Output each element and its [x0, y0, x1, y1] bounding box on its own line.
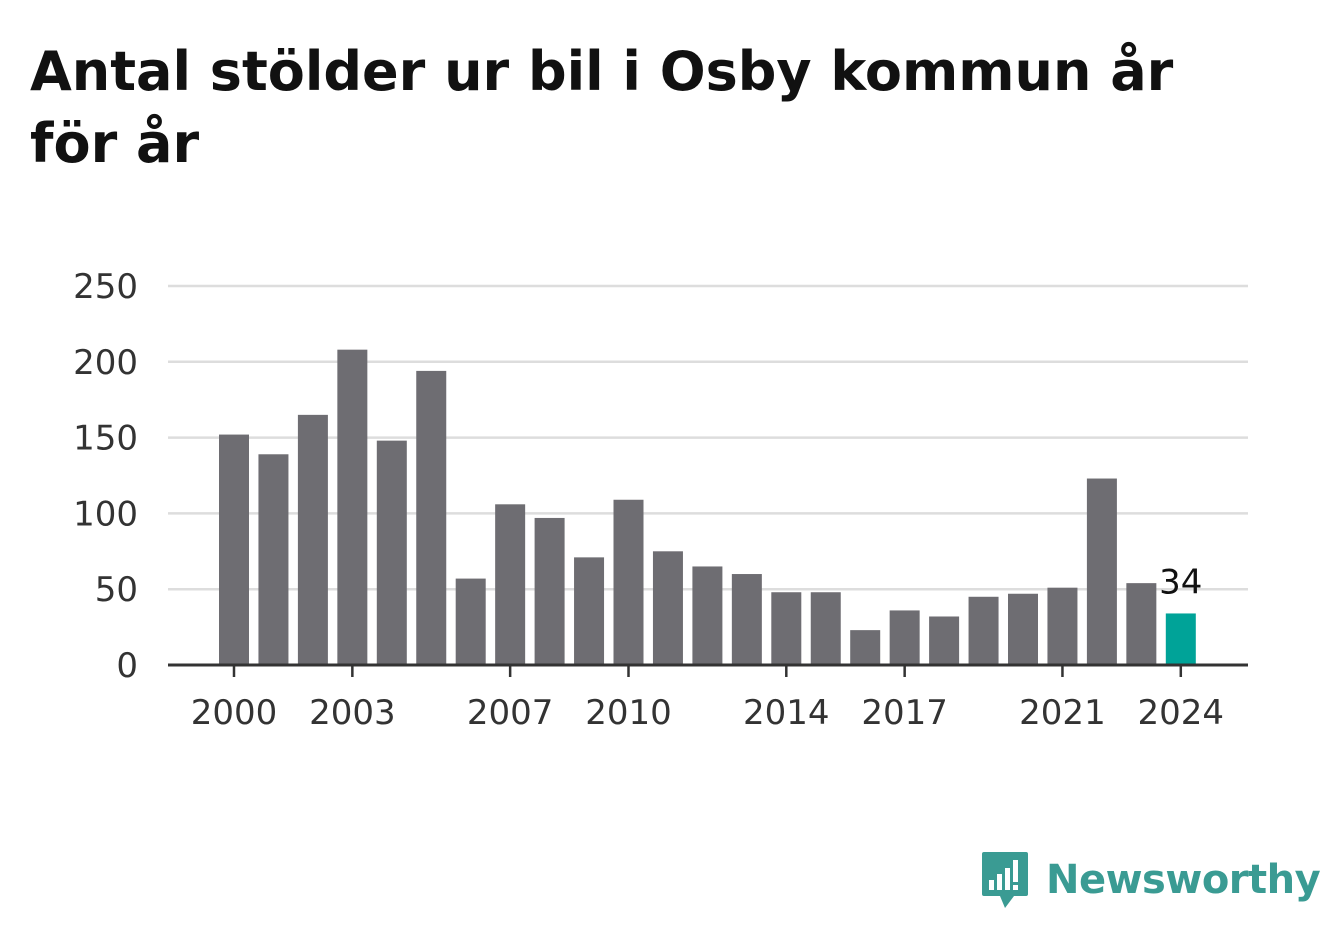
bar-2017 [889, 610, 920, 665]
bar-2002 [297, 414, 328, 665]
bar-2014 [771, 592, 802, 665]
x-tick-label: 2014 [743, 693, 830, 733]
bar-2022 [1086, 478, 1117, 665]
bar-2006 [455, 578, 486, 665]
bar-2010 [613, 499, 644, 665]
bar-2013 [731, 574, 762, 665]
bar-2016 [850, 630, 881, 665]
bar-2008 [534, 517, 565, 665]
data-label-highlight: 34 [1159, 562, 1202, 602]
y-tick-label: 50 [95, 570, 138, 610]
chart-title: Antal stölder ur bil i Osby kommun år fö… [30, 40, 1174, 175]
bar-2012 [692, 566, 723, 665]
newsworthy-logo-icon [982, 852, 1028, 908]
y-tick-label: 0 [116, 646, 138, 686]
y-tick-label: 100 [73, 494, 138, 534]
y-axis: 0 50 100 150 200 250 [73, 267, 138, 686]
x-tick-label: 2021 [1019, 693, 1106, 733]
brand-name: Newsworthy [1046, 857, 1321, 903]
bars [219, 349, 1196, 665]
x-tick-label: 2017 [861, 693, 948, 733]
bar-2009 [574, 557, 605, 665]
bar-2019 [968, 596, 999, 665]
y-tick-label: 200 [73, 343, 138, 383]
x-tick-label: 2007 [467, 693, 554, 733]
bar-2007 [495, 504, 526, 665]
data-labels: 34 [1159, 562, 1202, 602]
x-tick-label: 2010 [585, 693, 672, 733]
bar-2003 [337, 349, 368, 665]
bar-2000 [219, 434, 249, 665]
x-tick-label: 2003 [309, 693, 396, 733]
bar-2024 [1165, 613, 1196, 665]
y-tick-label: 250 [73, 267, 138, 307]
y-tick-label: 150 [73, 419, 138, 459]
bar-2023 [1126, 583, 1157, 665]
bar-2015 [810, 592, 841, 665]
x-tick-label: 2000 [191, 693, 278, 733]
brand-logo: Newsworthy [980, 848, 1321, 912]
bar-2005 [416, 370, 447, 665]
gridlines [168, 284, 1248, 591]
bar-2004 [376, 440, 407, 665]
x-tick-label: 2024 [1138, 693, 1225, 733]
bar-2018 [929, 616, 960, 665]
x-axis: 2000 2003 2007 2010 2014 2017 2021 2024 [168, 663, 1248, 733]
bar-2021 [1047, 587, 1078, 665]
bar-2020 [1008, 593, 1038, 665]
bar-2001 [258, 454, 289, 665]
bar-2011 [652, 551, 683, 665]
